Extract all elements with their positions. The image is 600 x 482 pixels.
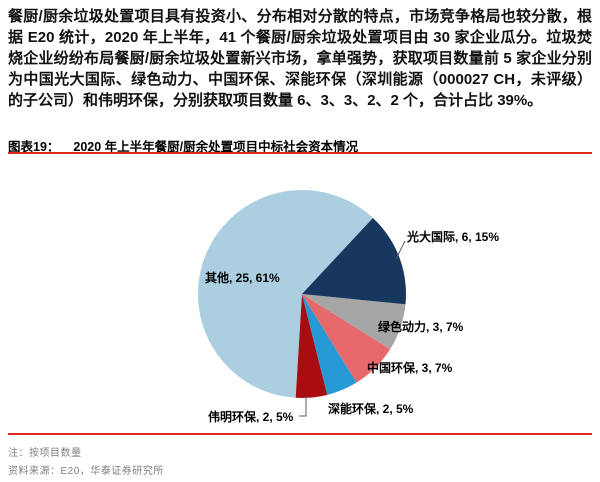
pie-label-guangda: 光大国际, 6, 15% — [407, 230, 500, 244]
pie-label-lvsedongli: 绿色动力, 3, 7% — [378, 320, 464, 334]
pie-label-weiminghuanbao: 伟明环保, 2, 5% — [208, 410, 294, 424]
pie-slice-其他 — [198, 190, 373, 398]
pie-chart — [198, 190, 407, 417]
figure-note: 注：按项目数量 — [8, 448, 82, 459]
figure-header: 图表19： 2020 年上半年餐厨/厨余处置项目中标社会资本情况 — [8, 136, 592, 155]
leader-line-weiming — [299, 396, 307, 417]
pie-chart-figure: 其他, 25, 61% 光大国际, 6, 15% 绿色动力, 3, 7% 中国环… — [0, 154, 600, 433]
figure-source: 资料来源：E20，华泰证券研究所 — [8, 466, 164, 477]
bottom-red-divider — [8, 433, 592, 435]
pie-label-zhongguohuanbao: 中国环保, 3, 7% — [367, 361, 453, 375]
figure-number-label: 图表19： — [8, 140, 60, 154]
figure-title: 2020 年上半年餐厨/厨余处置项目中标社会资本情况 — [73, 140, 359, 154]
pie-slice-中国环保 — [302, 294, 391, 383]
top-red-divider — [8, 152, 592, 154]
pie-slice-绿色动力 — [302, 294, 406, 350]
pie-slice-伟明环保 — [295, 294, 328, 399]
leader-line-guangda — [395, 240, 406, 260]
pie-label-qita: 其他, 25, 61% — [205, 271, 280, 285]
pie-slice-光大国际 — [302, 217, 407, 305]
pie-slice-深能环保 — [302, 294, 357, 395]
pie-label-shennenghuanbao: 深能环保, 2, 5% — [328, 402, 414, 416]
body-paragraph: 餐厨/厨余垃圾处置项目具有投资小、分布相对分散的特点，市场竞争格局也较分散，根据… — [8, 8, 592, 109]
